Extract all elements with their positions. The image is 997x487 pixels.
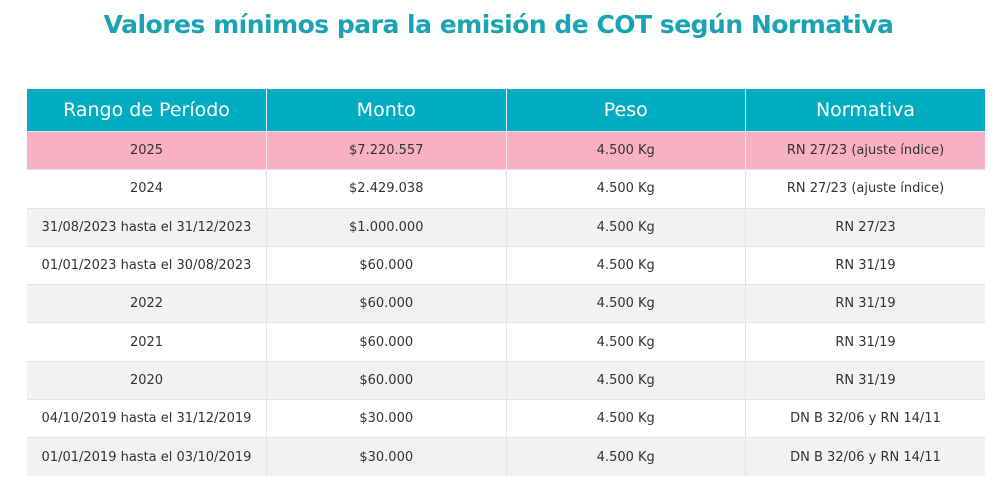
column-header-monto: Monto	[266, 89, 507, 132]
cell-monto: $30.000	[266, 399, 507, 438]
table-header-row: Rango de Período Monto Peso Normativa	[27, 89, 985, 132]
cell-normativa: RN 27/23	[745, 207, 985, 247]
cell-monto: $60.000	[266, 284, 507, 323]
column-header-peso: Peso	[506, 89, 746, 132]
cell-normativa: RN 31/19	[745, 322, 985, 362]
cell-monto: $60.000	[266, 245, 507, 285]
table-row: 01/01/2019 hasta el 03/10/2019 $30.000 4.5…	[27, 437, 985, 476]
cell-monto: $60.000	[266, 322, 507, 362]
cell-peso: 4.500 Kg	[506, 169, 746, 209]
cell-peso: 4.500 Kg	[506, 399, 746, 438]
column-header-rango: Rango de Período	[27, 89, 267, 132]
cell-monto: $7.220.557	[266, 130, 507, 170]
cell-rango: 2025	[27, 130, 267, 170]
cell-peso: 4.500 Kg	[506, 130, 746, 170]
cell-rango: 01/01/2019 hasta el 03/10/2019	[27, 437, 267, 476]
cell-monto: $60.000	[266, 360, 507, 400]
cell-rango: 2022	[27, 284, 267, 323]
table-row-highlighted: 2025 $7.220.557 4.500 Kg RN 27/23 (ajuste í…	[27, 130, 985, 170]
cell-rango: 31/08/2023 hasta el 31/12/2023	[27, 207, 267, 247]
table-row: 2024 $2.429.038 4.500 Kg RN 27/23 (ajuste í…	[27, 169, 985, 209]
page-title: Valores mínimos para la emisión de COT s…	[103, 10, 894, 39]
cell-rango: 04/10/2019 hasta el 31/12/2019	[27, 399, 267, 438]
table-row: 01/01/2023 hasta el 30/08/2023 $60.000 4.5…	[27, 245, 985, 285]
cell-peso: 4.500 Kg	[506, 284, 746, 323]
table-row: 31/08/2023 hasta el 31/12/2023 $1.000.000…	[27, 207, 985, 247]
cell-rango: 2021	[27, 322, 267, 362]
cell-normativa: RN 31/19	[745, 360, 985, 400]
cell-rango: 2020	[27, 360, 267, 400]
cell-normativa: RN 31/19	[745, 245, 985, 285]
cell-monto: $1.000.000	[266, 207, 507, 247]
table-row: 2022 $60.000 4.500 Kg RN 31/19	[27, 284, 985, 323]
table-row: 2021 $60.000 4.500 Kg RN 31/19	[27, 322, 985, 362]
cell-rango: 2024	[27, 169, 267, 209]
column-header-normativa: Normativa	[745, 89, 985, 132]
table-row: 2020 $60.000 4.500 Kg RN 31/19	[27, 360, 985, 400]
cell-peso: 4.500 Kg	[506, 207, 746, 247]
cell-peso: 4.500 Kg	[506, 360, 746, 400]
cot-values-table: Rango de Período Monto Peso Normativa 2025 $…	[27, 89, 985, 476]
cell-rango: 01/01/2023 hasta el 30/08/2023	[27, 245, 267, 285]
cell-normativa: RN 31/19	[745, 284, 985, 323]
cell-peso: 4.500 Kg	[506, 245, 746, 285]
cell-monto: $30.000	[266, 437, 507, 476]
cell-normativa: RN 27/23 (ajuste índice)	[745, 130, 985, 170]
cell-normativa: DN B 32/06 y RN 14/11	[745, 399, 985, 438]
cell-normativa: DN B 32/06 y RN 14/11	[745, 437, 985, 476]
cell-peso: 4.500 Kg	[506, 437, 746, 476]
cell-monto: $2.429.038	[266, 169, 507, 209]
table-row: 04/10/2019 hasta el 31/12/2019 $30.000 4.5…	[27, 399, 985, 438]
cell-peso: 4.500 Kg	[506, 322, 746, 362]
cell-normativa: RN 27/23 (ajuste índice)	[745, 169, 985, 209]
